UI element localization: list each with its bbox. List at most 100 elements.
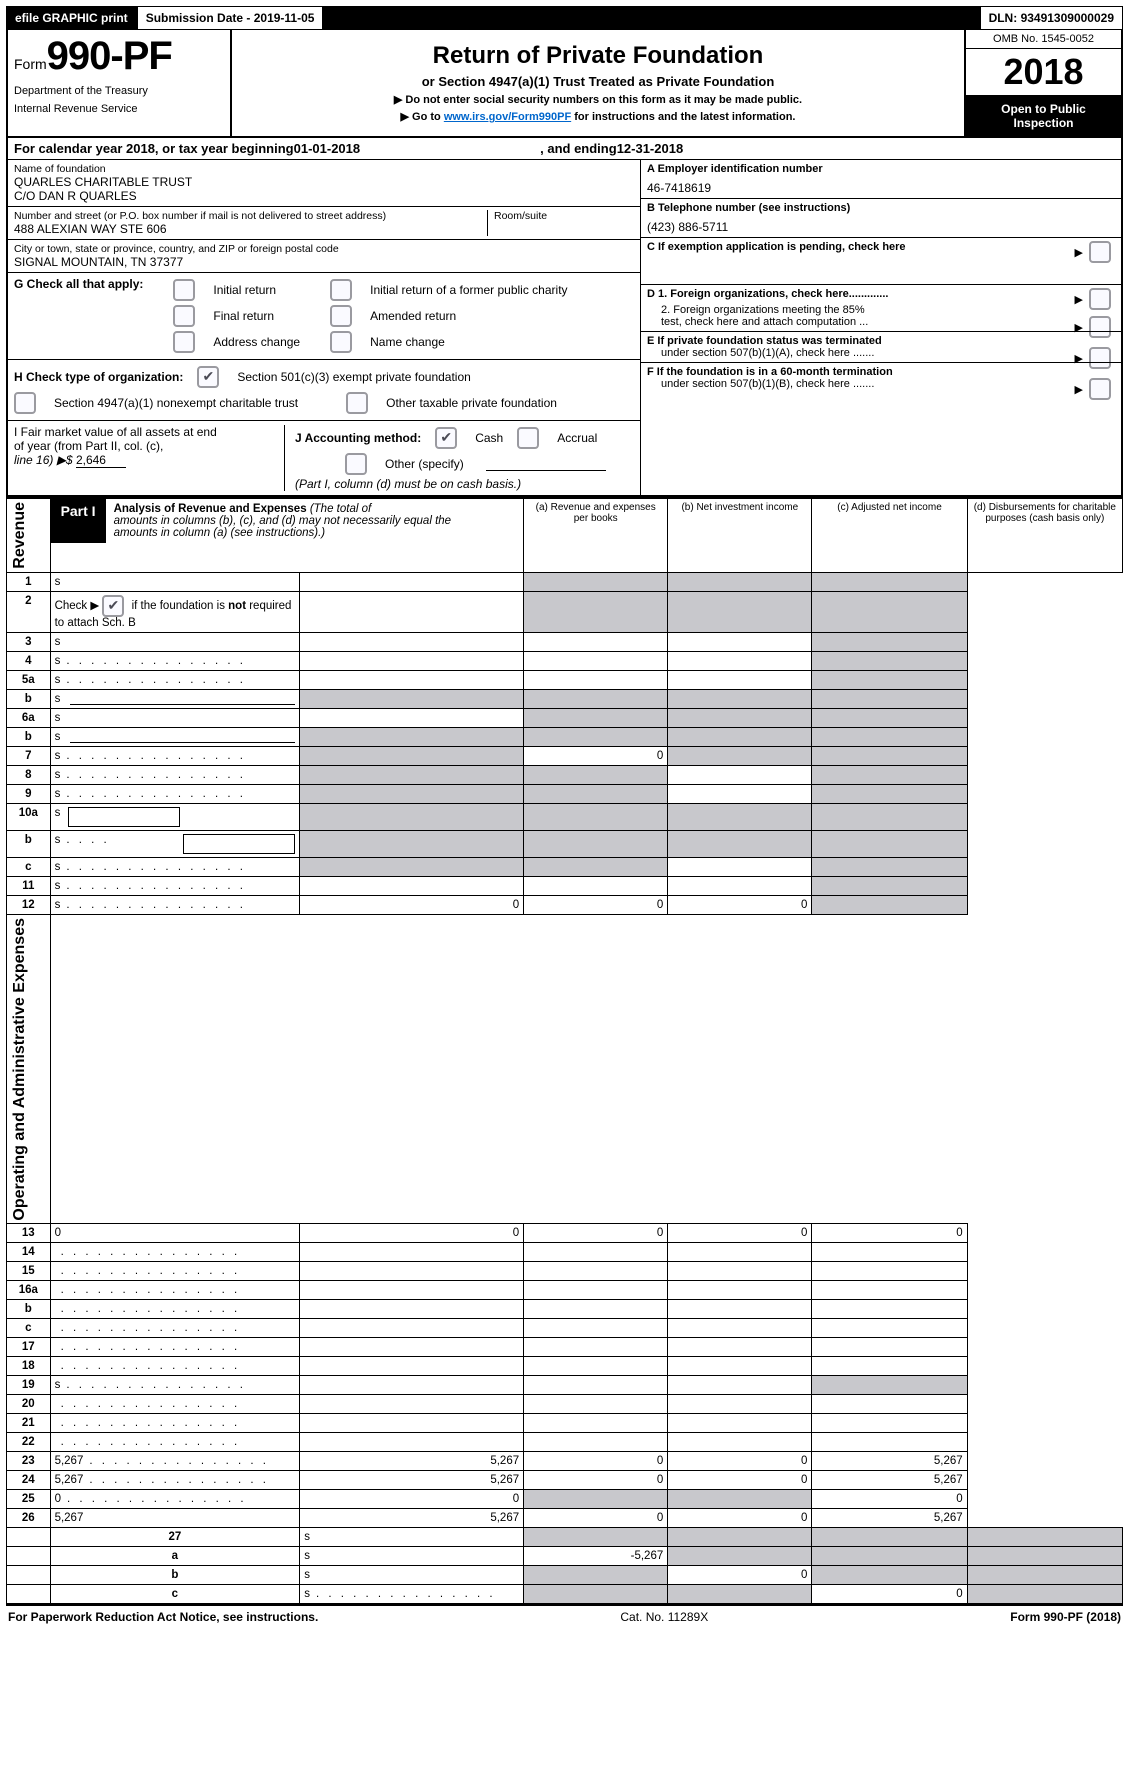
j-note: (Part I, column (d) must be on cash basi… xyxy=(295,477,521,491)
row-num: 6a xyxy=(7,708,51,727)
name-line2: C/O DAN R QUARLES xyxy=(14,189,634,203)
table-row: 235,267. . . . . . . . . . . . . . .5,26… xyxy=(7,1452,1123,1471)
table-row: b. . . . . . . . . . . . . . . xyxy=(7,1300,1123,1319)
g1-label: Initial return xyxy=(213,283,276,297)
accrual-checkbox[interactable] xyxy=(517,427,539,449)
row-num: 26 xyxy=(7,1509,51,1528)
final-return-checkbox[interactable] xyxy=(173,305,195,327)
top-bar: efile GRAPHIC print Submission Date - 20… xyxy=(6,6,1123,30)
row-desc: s xyxy=(50,632,300,651)
row-num: 14 xyxy=(7,1243,51,1262)
row-num: c xyxy=(50,1585,300,1604)
507b1b-checkbox[interactable] xyxy=(1089,378,1111,400)
row-num: 10a xyxy=(7,803,51,830)
row-desc: . . . . . . . . . . . . . . . xyxy=(50,1414,300,1433)
addr-label: Number and street (or P.O. box number if… xyxy=(14,210,481,222)
row-num: b xyxy=(7,727,51,746)
row-desc: . . . . . . . . . . . . . . . xyxy=(50,1300,300,1319)
other-method-checkbox[interactable] xyxy=(345,453,367,475)
row-desc: s xyxy=(50,727,300,746)
row-desc: 5,267. . . . . . . . . . . . . . . xyxy=(50,1471,300,1490)
part1-note1: (The total of xyxy=(310,503,371,515)
table-row: 22. . . . . . . . . . . . . . . xyxy=(7,1433,1123,1452)
d-cell: D 1. Foreign organizations, check here..… xyxy=(641,284,1121,331)
submission-date: Submission Date - 2019-11-05 xyxy=(137,6,324,30)
row-num: 4 xyxy=(7,651,51,670)
ssn-warning: ▶ Do not enter social security numbers o… xyxy=(240,93,956,106)
cash-checkbox[interactable] xyxy=(435,427,457,449)
row-desc: s xyxy=(50,803,300,830)
table-row: 8s. . . . . . . . . . . . . . . xyxy=(7,765,1123,784)
h2-label: Section 4947(a)(1) nonexempt charitable … xyxy=(54,396,298,410)
phone-cell: B Telephone number (see instructions) (4… xyxy=(641,198,1121,237)
amended-return-checkbox[interactable] xyxy=(330,305,352,327)
row-desc: . . . . . . . . . . . . . . . xyxy=(50,1433,300,1452)
header-mid: Return of Private Foundation or Section … xyxy=(232,30,966,136)
i-label3: line 16) ▶$ xyxy=(14,453,76,467)
irs-link[interactable]: www.irs.gov/Form990PF xyxy=(444,111,571,123)
row-num: 15 xyxy=(7,1262,51,1281)
table-row: 2Check ▶ if the foundation is not requir… xyxy=(7,591,1123,632)
row-num: 17 xyxy=(7,1338,51,1357)
initial-return-checkbox[interactable] xyxy=(173,279,195,301)
e-cell: E If private foundation status was termi… xyxy=(641,331,1121,362)
section-g: G Check all that apply: Initial return F… xyxy=(8,272,640,359)
row-num: 11 xyxy=(7,876,51,895)
foreign-org-checkbox[interactable] xyxy=(1089,288,1111,310)
footer-mid: Cat. No. 11289X xyxy=(620,1610,708,1624)
row-num: 13 xyxy=(7,1224,51,1243)
g5-label: Address change xyxy=(213,335,300,349)
form-subtitle: or Section 4947(a)(1) Trust Treated as P… xyxy=(240,74,956,89)
table-row: 7s. . . . . . . . . . . . . . .0 xyxy=(7,746,1123,765)
d2b-label: test, check here and attach computation … xyxy=(661,316,868,328)
col-b-header: (b) Net investment income xyxy=(668,498,812,572)
501c3-checkbox[interactable] xyxy=(197,366,219,388)
expenses-sidelabel: Operating and Administrative Expenses xyxy=(11,918,29,1221)
g2-label: Initial return of a former public charit… xyxy=(370,283,567,297)
dln-value: 93491309000029 xyxy=(1021,11,1114,25)
row-num: 7 xyxy=(7,746,51,765)
row-num: 5a xyxy=(7,670,51,689)
row-desc: 5,267. . . . . . . . . . . . . . . xyxy=(50,1452,300,1471)
row-desc: s xyxy=(300,1547,524,1566)
city-label: City or town, state or province, country… xyxy=(14,243,634,255)
row-num: 22 xyxy=(7,1433,51,1452)
row-num: 3 xyxy=(7,632,51,651)
form-header: Form 990-PF Department of the Treasury I… xyxy=(6,30,1123,138)
name-change-checkbox[interactable] xyxy=(330,331,352,353)
row-desc: s. . . . . . . . . . . . . . . xyxy=(50,895,300,914)
row-num: 12 xyxy=(7,895,51,914)
topbar-spacer xyxy=(323,6,979,30)
row-desc: s. . . . . . . . . . . . . . . xyxy=(300,1585,524,1604)
table-row: c. . . . . . . . . . . . . . . xyxy=(7,1319,1123,1338)
table-row: 27s xyxy=(7,1528,1123,1547)
exemption-pending-checkbox[interactable] xyxy=(1089,241,1111,263)
omb-number: OMB No. 1545-0052 xyxy=(966,30,1121,49)
row-num: 16a xyxy=(7,1281,51,1300)
table-row: cs. . . . . . . . . . . . . . .0 xyxy=(7,1585,1123,1604)
foundation-name-cell: Name of foundation QUARLES CHARITABLE TR… xyxy=(8,159,640,206)
table-row: 9s. . . . . . . . . . . . . . . xyxy=(7,784,1123,803)
address-change-checkbox[interactable] xyxy=(173,331,195,353)
table-row: 15. . . . . . . . . . . . . . . xyxy=(7,1262,1123,1281)
former-charity-checkbox[interactable] xyxy=(330,279,352,301)
row-desc: s. . . . . . . . . . . . . . . xyxy=(50,765,300,784)
row-desc: s. . . . . . . . . . . . . . . xyxy=(50,651,300,670)
section-i-j: I Fair market value of all assets at end… xyxy=(8,420,640,495)
table-row: 12s. . . . . . . . . . . . . . .000 xyxy=(7,895,1123,914)
4947-checkbox[interactable] xyxy=(14,392,36,414)
header-right: OMB No. 1545-0052 2018 Open to Public In… xyxy=(966,30,1121,136)
goto-line: ▶ Go to www.irs.gov/Form990PF for instru… xyxy=(240,110,956,123)
ein-cell: A Employer identification number 46-7418… xyxy=(641,159,1121,198)
row-num: b xyxy=(7,830,51,857)
table-row: 6as xyxy=(7,708,1123,727)
table-row: 20. . . . . . . . . . . . . . . xyxy=(7,1395,1123,1414)
row-num: 18 xyxy=(7,1357,51,1376)
calendar-year-row: For calendar year 2018, or tax year begi… xyxy=(8,138,1121,159)
other-taxable-checkbox[interactable] xyxy=(346,392,368,414)
h1-label: Section 501(c)(3) exempt private foundat… xyxy=(237,370,470,384)
fmv-value: 2,646 xyxy=(76,453,126,468)
row-num: c xyxy=(7,1319,51,1338)
row-desc: s xyxy=(50,689,300,708)
j2-label: Accrual xyxy=(557,431,597,445)
